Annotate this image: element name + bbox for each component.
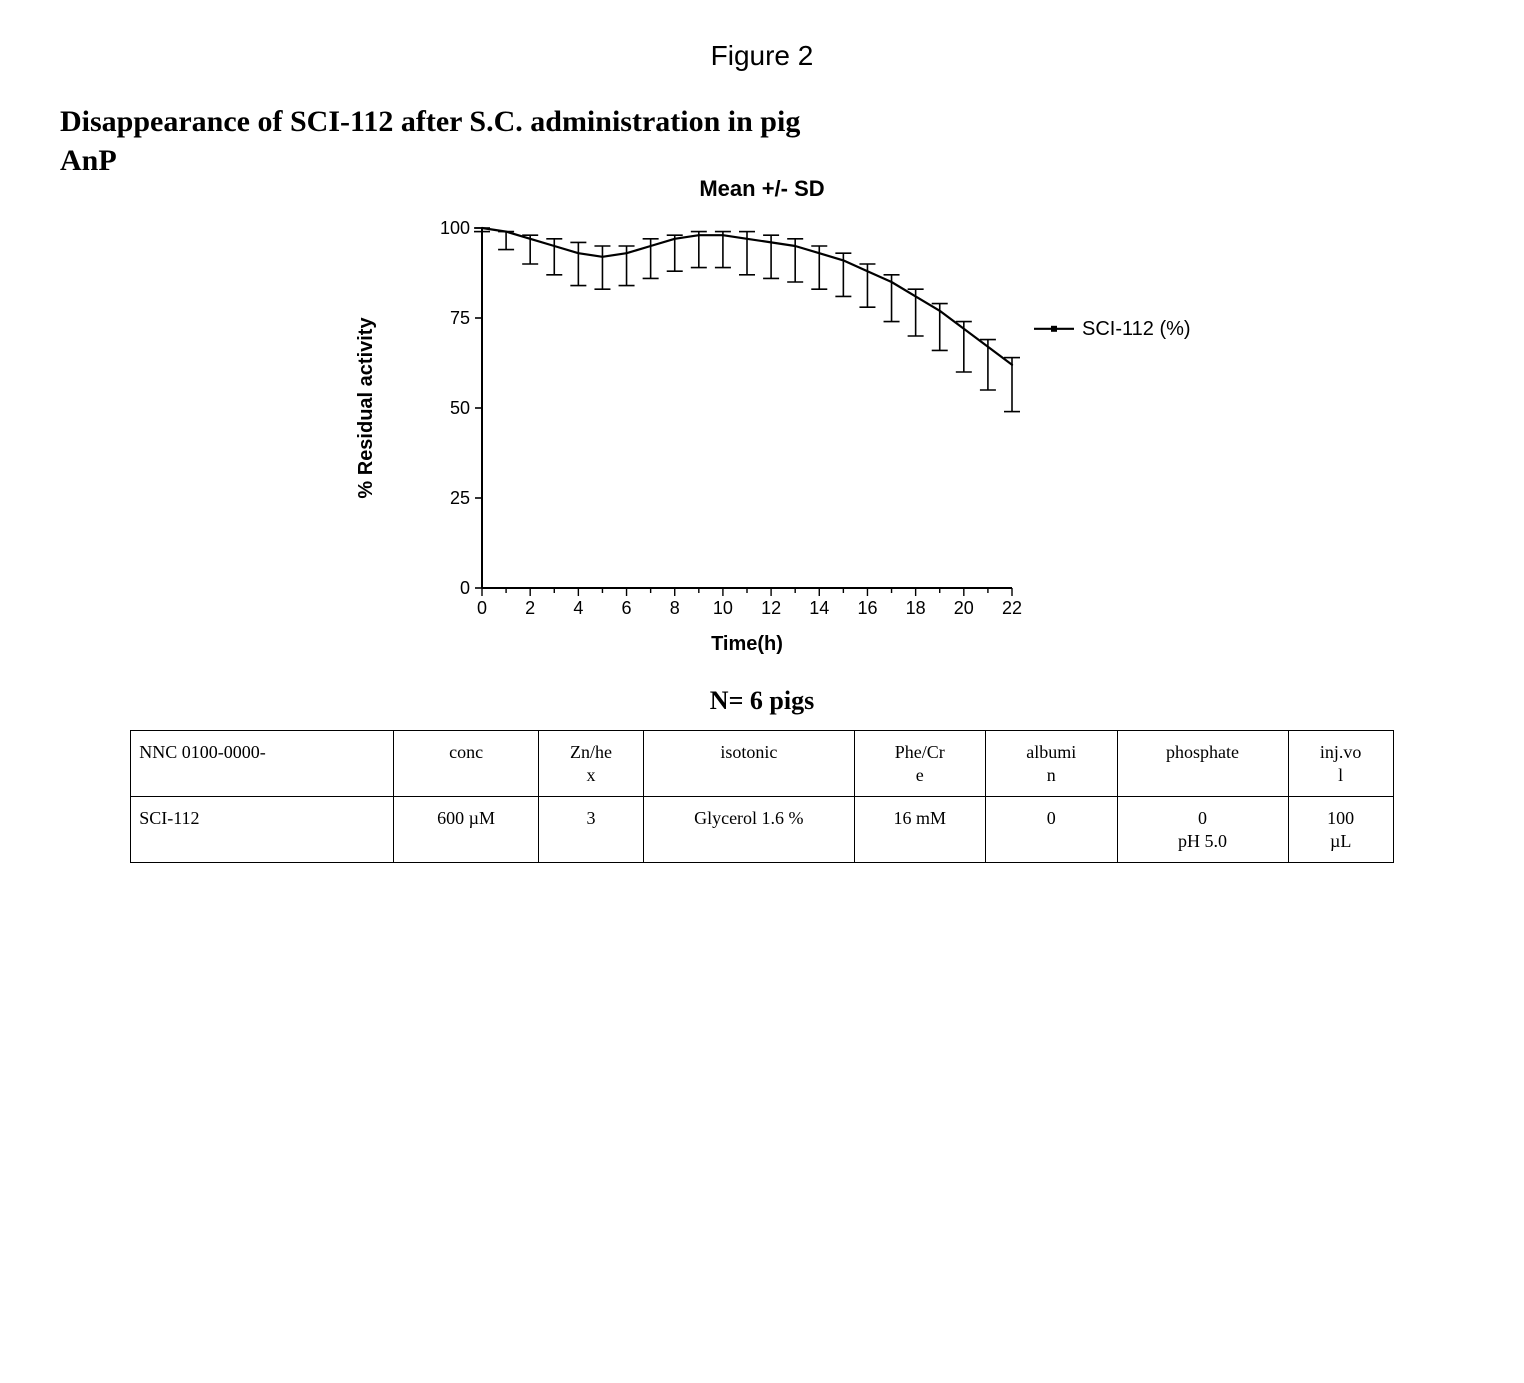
svg-text:50: 50 (450, 398, 470, 418)
table-header-cell: albumin (986, 731, 1118, 797)
svg-text:2: 2 (525, 598, 535, 618)
sample-size-note: N= 6 pigs (60, 686, 1464, 716)
svg-text:75: 75 (450, 308, 470, 328)
table-header-cell: conc (394, 731, 539, 797)
table-cell: 0 (986, 797, 1118, 863)
svg-text:16: 16 (857, 598, 877, 618)
chart-container: 0 25 50 75 100 0 2 4 6 8 10 12 14 16 18 20 22 Time(h) % Re… (60, 208, 1464, 668)
table-header-cell: phosphate (1117, 731, 1288, 797)
table-cell: SCI-112 (131, 797, 394, 863)
title-line-1: Disappearance of SCI-112 after S.C. admi… (60, 105, 800, 138)
svg-text:100: 100 (440, 218, 470, 238)
table-header-cell: NNC 0100-0000- (131, 731, 394, 797)
svg-text:20: 20 (954, 598, 974, 618)
table-cell: 600 µM (394, 797, 539, 863)
svg-text:25: 25 (450, 488, 470, 508)
table-header-cell: isotonic (644, 731, 854, 797)
svg-text:6: 6 (622, 598, 632, 618)
table-header-cell: inj.vol (1288, 731, 1393, 797)
table-header-cell: Phe/Cre (854, 731, 986, 797)
svg-text:0: 0 (460, 578, 470, 598)
svg-text:% Residual activity: % Residual activity (355, 317, 377, 499)
svg-text:12: 12 (761, 598, 781, 618)
chart-subtitle: Mean +/- SD (60, 176, 1464, 202)
svg-text:Time(h): Time(h) (711, 633, 783, 655)
svg-text:8: 8 (670, 598, 680, 618)
table-cell: 100µL (1288, 797, 1393, 863)
table-cell: 3 (538, 797, 643, 863)
table-cell: 0pH 5.0 (1117, 797, 1288, 863)
svg-text:4: 4 (573, 598, 583, 618)
parameters-table: NNC 0100-0000-concZn/hexisotonicPhe/Crea… (130, 730, 1394, 863)
table-header-cell: Zn/hex (538, 731, 643, 797)
svg-text:14: 14 (809, 598, 829, 618)
svg-text:SCI-112 (%): SCI-112 (%) (1082, 318, 1191, 340)
svg-text:10: 10 (713, 598, 733, 618)
title-line-2: AnP (60, 144, 117, 177)
table-cell: 16 mM (854, 797, 986, 863)
table-body: SCI-112600 µM3Glycerol 1.6 %16 mM00pH 5.… (131, 797, 1394, 863)
table-row: SCI-112600 µM3Glycerol 1.6 %16 mM00pH 5.… (131, 797, 1394, 863)
svg-text:22: 22 (1002, 598, 1022, 618)
figure-label: Figure 2 (60, 40, 1464, 72)
figure-title: Disappearance of SCI-112 after S.C. admi… (60, 102, 1464, 180)
table-cell: Glycerol 1.6 % (644, 797, 854, 863)
svg-text:0: 0 (477, 598, 487, 618)
line-chart: 0 25 50 75 100 0 2 4 6 8 10 12 14 16 18 20 22 Time(h) % Re… (312, 208, 1212, 668)
table-header-row: NNC 0100-0000-concZn/hexisotonicPhe/Crea… (131, 731, 1394, 797)
svg-text:18: 18 (906, 598, 926, 618)
